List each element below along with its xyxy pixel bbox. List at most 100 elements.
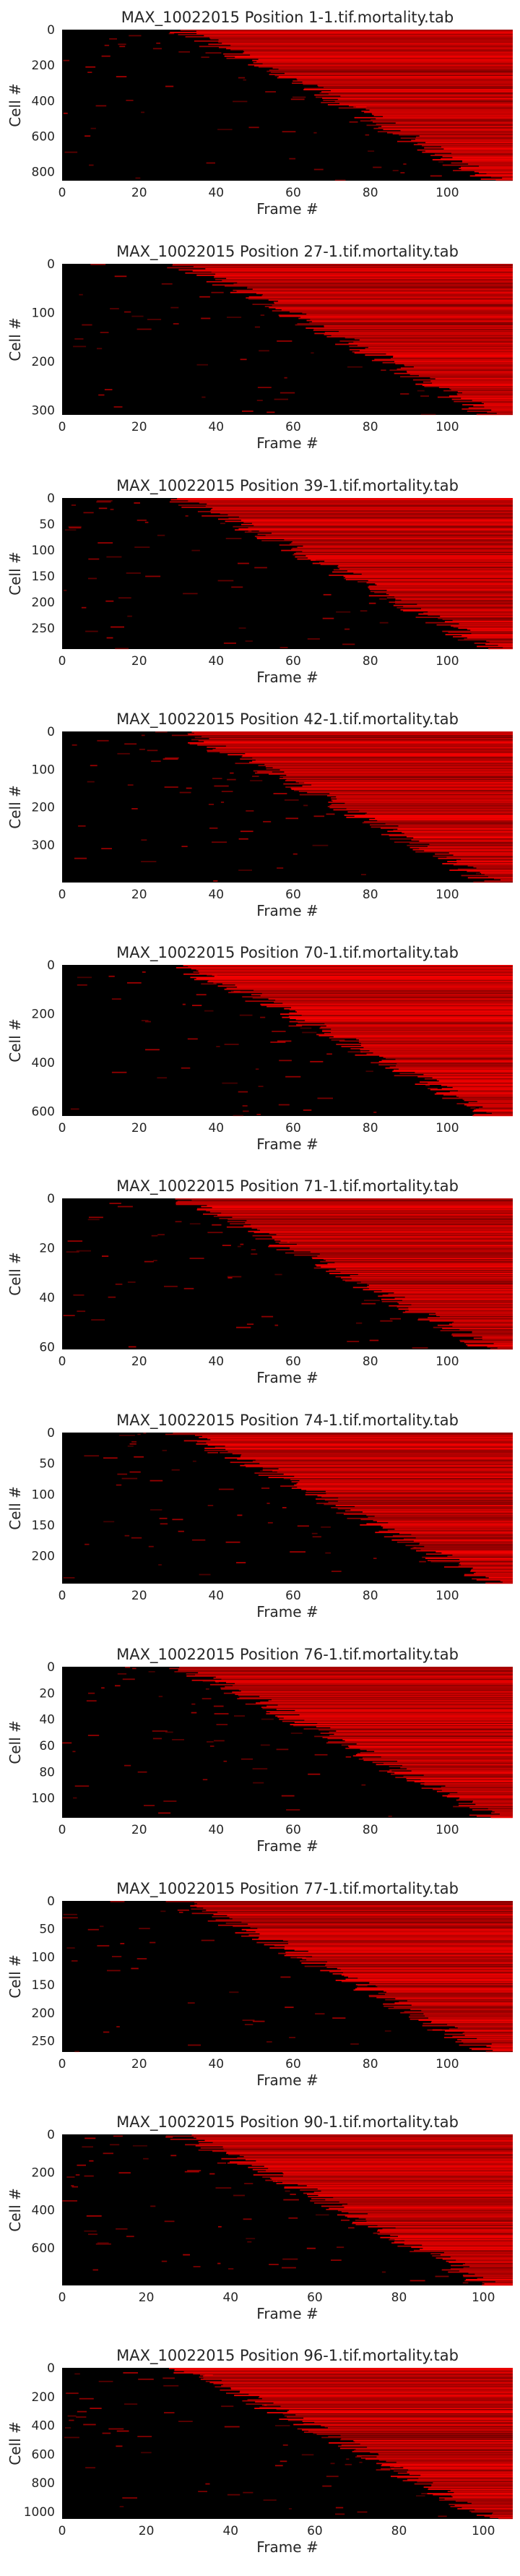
- heatmap-row: [192, 270, 513, 272]
- heatmap-speck: [326, 2476, 339, 2478]
- heatmap-row: [331, 804, 513, 805]
- heatmap-speck: [217, 2262, 221, 2264]
- heatmap-row: [443, 148, 513, 150]
- heatmap-row: [470, 630, 513, 631]
- heatmap-row: [209, 1211, 513, 1213]
- x-tick-label: 80: [391, 2524, 407, 2538]
- heatmap-speck: [110, 308, 119, 309]
- x-axis-label: Frame #: [256, 2071, 318, 2089]
- x-tick-label: 20: [131, 1354, 147, 1369]
- heatmap-row: [389, 593, 513, 596]
- heatmap-row: [493, 2050, 513, 2051]
- heatmap-row: [454, 400, 513, 403]
- chart-title: MAX_10022015 Position 42-1.tif.mortality…: [116, 710, 459, 729]
- heatmap-speck: [87, 1219, 100, 1221]
- heatmap-row: [284, 538, 513, 541]
- heatmap-row: [188, 500, 513, 502]
- heatmap-speck: [282, 2444, 288, 2446]
- heatmap-row: [198, 739, 513, 742]
- heatmap-speck: [256, 400, 263, 401]
- heatmap-row: [287, 2416, 513, 2418]
- heatmap-row: [209, 37, 513, 39]
- heatmap-row: [252, 1235, 513, 1237]
- heatmap-row: [324, 560, 513, 562]
- heatmap-row: [349, 1746, 513, 1748]
- heatmap-row: [274, 1945, 513, 1946]
- heatmap-row: [368, 2225, 513, 2228]
- heatmap-row: [415, 383, 513, 385]
- heatmap-row: [467, 2502, 513, 2503]
- heatmap-row: [467, 628, 513, 630]
- heatmap-row: [462, 1099, 513, 1100]
- heatmap-row: [441, 1084, 513, 1086]
- heatmap-row: [391, 1539, 513, 1541]
- heatmap-row: [464, 1575, 513, 1576]
- heatmap-row: [212, 748, 513, 750]
- heatmap-row: [398, 1308, 513, 1310]
- heatmap-speck: [162, 1449, 167, 1451]
- heatmap-row: [248, 1923, 513, 1925]
- heatmap-row: [294, 789, 513, 791]
- heatmap-row: [480, 872, 513, 873]
- heatmap-row: [256, 61, 513, 63]
- chart-title: MAX_10022015 Position 77-1.tif.mortality…: [116, 1880, 459, 1898]
- heatmap-row: [283, 1939, 513, 1941]
- heatmap-row: [200, 2147, 513, 2149]
- heatmap-row: [185, 272, 513, 274]
- heatmap-row: [313, 2191, 513, 2193]
- heatmap-row: [348, 1976, 513, 1978]
- heatmap-row: [424, 385, 513, 387]
- heatmap-row: [405, 1545, 513, 1547]
- heatmap-row: [453, 636, 513, 637]
- heatmap-row: [493, 1343, 513, 1344]
- heatmap-row: [477, 2515, 513, 2516]
- heatmap-row: [295, 781, 513, 783]
- heatmap-row: [445, 1785, 513, 1787]
- heatmap-speck: [263, 820, 272, 823]
- heatmap-row: [329, 1971, 513, 1972]
- heatmap-row: [214, 1680, 513, 1683]
- heatmap-row: [388, 1521, 513, 1524]
- heatmap-row: [457, 2027, 513, 2029]
- heatmap-row: [436, 1079, 513, 1081]
- heatmap-speck: [266, 2041, 272, 2043]
- heatmap-row: [483, 403, 513, 405]
- heatmap-speck: [234, 1715, 245, 1717]
- heatmap-speck: [120, 1943, 125, 1944]
- heatmap-speck: [83, 512, 94, 514]
- heatmap-row: [459, 168, 513, 169]
- heatmap-row: [337, 98, 513, 100]
- heatmap-row: [309, 322, 513, 324]
- heatmap-row: [389, 369, 513, 372]
- heatmap-row: [261, 1005, 513, 1006]
- heatmap-speck: [187, 2002, 195, 2004]
- heatmap-row: [257, 1228, 513, 1230]
- heatmap-speck: [389, 2465, 401, 2468]
- heatmap-row: [339, 103, 513, 105]
- heatmap-speck: [86, 1700, 97, 1702]
- x-tick-label: 100: [472, 2291, 495, 2305]
- y-tick-label: 600: [32, 1104, 55, 1119]
- heatmap-row: [243, 50, 513, 52]
- heatmap-row: [213, 1677, 513, 1679]
- heatmap-row: [284, 2186, 513, 2188]
- heatmap-row: [228, 2153, 513, 2155]
- heatmap-row: [321, 1496, 513, 1498]
- heatmap-row: [337, 2210, 513, 2212]
- y-tick-label: 150: [32, 1978, 55, 1993]
- heatmap-speck: [236, 1562, 246, 1563]
- heatmap-row: [214, 1446, 513, 1448]
- heatmap-row: [424, 1545, 513, 1547]
- heatmap-row: [449, 870, 513, 871]
- heatmap-row: [468, 163, 513, 165]
- x-tick-label: 80: [363, 888, 378, 902]
- heatmap-row: [415, 1071, 513, 1073]
- heatmap-row: [457, 391, 513, 392]
- heatmap-speck: [301, 2454, 314, 2456]
- heatmap-row: [458, 1565, 513, 1567]
- heatmap-speck: [201, 1939, 214, 1941]
- heatmap-row: [305, 1020, 513, 1021]
- heatmap-row: [377, 1985, 513, 1988]
- heatmap-speck: [187, 1038, 198, 1040]
- heatmap-speck: [71, 2185, 74, 2186]
